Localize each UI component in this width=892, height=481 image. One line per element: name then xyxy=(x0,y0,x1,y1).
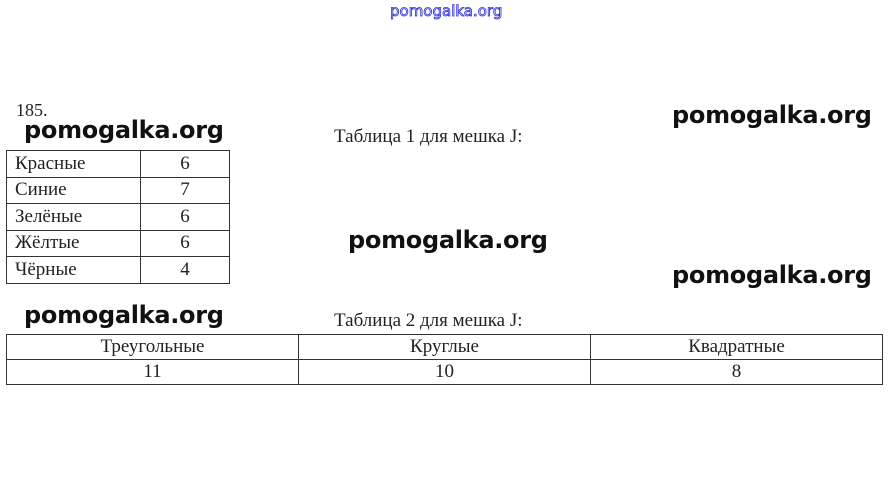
watermark: pomogalka.org xyxy=(348,226,548,254)
table-row: Чёрные 4 xyxy=(6,256,230,284)
color-label: Зелёные xyxy=(6,203,141,231)
color-label: Чёрные xyxy=(6,256,141,284)
count-value: 10 xyxy=(298,359,591,385)
table2-caption: Таблица 2 для мешка J: xyxy=(334,310,523,331)
column-header: Треугольные xyxy=(6,334,299,360)
watermark-top: pomogalka.org xyxy=(390,2,503,21)
watermark: pomogalka.org xyxy=(672,261,872,289)
table1: Красные 6 Синие 7 Зелёные 6 Жёлтые 6 Чёрные 4 xyxy=(6,150,230,284)
table-row: Зелёные 6 xyxy=(6,203,230,231)
count-value: 6 xyxy=(140,150,230,178)
watermark: pomogalka.org xyxy=(672,101,872,129)
table-row: Жёлтые 6 xyxy=(6,229,230,257)
table1-caption: Таблица 1 для мешка J: xyxy=(334,126,523,147)
count-value: 7 xyxy=(140,176,230,204)
count-value: 11 xyxy=(6,359,299,385)
table-row: 11 10 8 xyxy=(6,359,883,385)
count-value: 6 xyxy=(140,203,230,231)
column-header: Круглые xyxy=(298,334,591,360)
watermark: pomogalka.org xyxy=(24,301,224,329)
table-header-row: Треугольные Круглые Квадратные xyxy=(6,334,883,360)
color-label: Синие xyxy=(6,176,141,204)
table2: Треугольные Круглые Квадратные 11 10 8 xyxy=(6,334,883,385)
problem-number: 185. xyxy=(16,100,48,120)
color-label: Жёлтые xyxy=(6,229,141,257)
watermark: pomogalka.org xyxy=(24,116,224,144)
table-row: Красные 6 xyxy=(6,150,230,178)
table-row: Синие 7 xyxy=(6,176,230,204)
count-value: 4 xyxy=(140,256,230,284)
count-value: 6 xyxy=(140,229,230,257)
color-label: Красные xyxy=(6,150,141,178)
column-header: Квадратные xyxy=(590,334,883,360)
count-value: 8 xyxy=(590,359,883,385)
